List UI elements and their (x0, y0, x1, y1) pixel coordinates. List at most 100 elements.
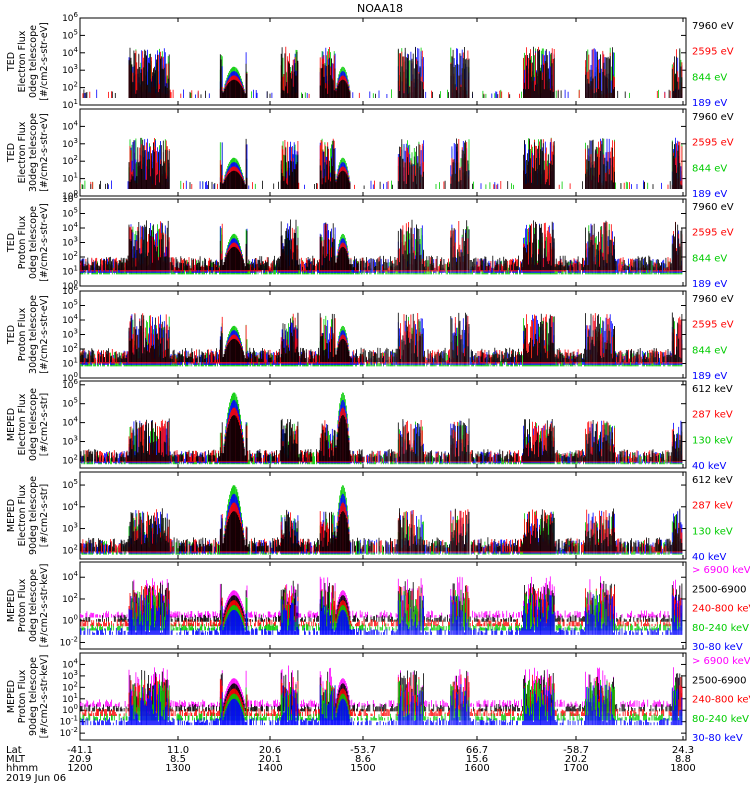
y-tick-label: 105 (62, 28, 78, 41)
series-magenta (80, 576, 683, 618)
y-tick-label: 106 (62, 11, 78, 24)
y-tick-label: 102 (62, 154, 78, 167)
x-tick-label-hhmm: 1400 (257, 763, 282, 774)
legend-entry: 287 keV (692, 501, 733, 512)
x-tick-label-lat: 20.6 (259, 745, 281, 756)
legend-entry: 40 keV (692, 461, 726, 472)
y-tick-label: 102 (62, 592, 78, 605)
y-tick-label: 10-2 (60, 726, 78, 739)
y-tick-label: 104 (62, 570, 78, 583)
panel-frame (79, 108, 687, 197)
legend-entry: 612 keV (692, 384, 733, 395)
legend-entry: 2595 eV (692, 228, 734, 239)
data-series (82, 46, 683, 98)
y-tick-label: 102 (62, 543, 78, 556)
y-tick-label: 100 (62, 189, 78, 202)
x-tick-label-mlt: 15.6 (466, 754, 488, 765)
legend-entry: 189 eV (692, 371, 727, 382)
y-tick-label: 103 (62, 63, 78, 76)
legend-entry: 7960 eV (692, 112, 734, 123)
y-tick-label: 102 (62, 81, 78, 94)
series-black (80, 508, 683, 552)
y-axis-label: TEDElectron Flux30deg telescope[#/cm2-s-… (6, 113, 50, 192)
legend-entry: 844 eV (692, 163, 727, 174)
panel-7: 10-2 100 102 104 MEPEDProton Flux0deg telesc… (6, 561, 750, 653)
date-label: 2019 Jun 06 (6, 773, 66, 784)
x-tick-label-hhmm: 1800 (670, 763, 695, 774)
legend-entry: 2595 eV (692, 320, 734, 331)
y-tick-label: 103 (62, 522, 78, 535)
legend-entry: 7960 eV (692, 294, 734, 305)
data-series (80, 576, 683, 635)
y-tick-label: 10-2 (60, 635, 78, 648)
legend-entry: 189 eV (692, 279, 727, 290)
legend-entry: 2500-6900 (692, 584, 747, 595)
legend-entry: 844 eV (692, 253, 727, 264)
y-tick-label: 104 (62, 313, 78, 326)
y-tick-label: 100 (62, 703, 78, 716)
y-tick-label: 105 (62, 299, 78, 312)
y-tick-label: 103 (62, 137, 78, 150)
legend-entry: > 6900 keV (692, 565, 750, 576)
x-tick-label-hhmm: 1200 (67, 763, 92, 774)
series-black (80, 219, 683, 271)
legend-entry: 2500-6900 (692, 675, 747, 686)
legend-entry: 40 keV (692, 552, 726, 563)
y-tick-label: 105 (62, 397, 78, 410)
y-tick-label: 105 (62, 207, 78, 220)
y-axis-label: TEDProton Flux0deg telescope[#/cm2-s-str… (6, 203, 50, 282)
legend-entry: 2595 eV (692, 47, 734, 58)
y-tick-label: 104 (62, 46, 78, 59)
y-axis-label: MEPEDProton Flux0deg telescope[#/cm2-s-s… (6, 564, 50, 648)
legend-entry: 844 eV (692, 72, 727, 83)
legend-entry: 80-240 keV (692, 714, 749, 725)
y-tick-label: 106 (62, 284, 78, 297)
y-axis-label: MEPEDElectron Flux90deg telescope[#/cm2-… (6, 476, 50, 555)
panel-frame (79, 652, 687, 741)
y-tick-label: 102 (62, 680, 78, 693)
y-tick-label: 104 (62, 500, 78, 513)
y-tick-label: 10-1 (60, 715, 78, 728)
x-tick-label-mlt: 20.1 (259, 754, 281, 765)
y-tick-label: 103 (62, 435, 78, 448)
data-series (80, 137, 683, 189)
y-tick-label: 102 (62, 250, 78, 263)
y-tick-label: 102 (62, 453, 78, 466)
panel-2: 100 101 102 103 104 TEDElectron Flux30deg tel… (6, 108, 734, 202)
x-row-label: Lat (6, 745, 22, 756)
x-tick-label-lat: -53.7 (350, 745, 376, 756)
panel-1: 101 102 103 104 105 106 TEDElectron Flux0deg t… (6, 11, 734, 111)
legend-entry: 7960 eV (692, 202, 734, 213)
x-row-label: hhmm (6, 763, 38, 774)
series-black (80, 415, 683, 462)
legend-entry: > 6900 keV (692, 656, 750, 667)
series-magenta (80, 665, 683, 707)
x-row-label: MLT (6, 754, 26, 765)
x-tick-label-lat: 11.0 (167, 745, 189, 756)
y-tick-label: 102 (62, 342, 78, 355)
x-tick-label-hhmm: 1700 (563, 763, 588, 774)
y-tick-label: 101 (62, 98, 78, 111)
panel-5: 102 103 104 105 106 MEPEDElectron Flux0deg te… (6, 378, 733, 472)
y-tick-label: 105 (62, 478, 78, 491)
legend-entry: 844 eV (692, 345, 727, 356)
panel-6: 102 103 104 105 MEPEDElectron Flux90deg tele… (6, 471, 733, 563)
legend-entry: 612 keV (692, 475, 733, 486)
x-tick-label-lat: 66.7 (466, 745, 488, 756)
legend-entry: 2595 eV (692, 138, 734, 149)
y-tick-label: 104 (62, 119, 78, 132)
y-axis-label: MEPEDElectron Flux0deg telescope[#/cm2-s… (6, 388, 50, 461)
x-tick-label-lat: -58.7 (563, 745, 589, 756)
series-blue (80, 684, 683, 726)
data-series (80, 312, 683, 367)
legend-entry: 287 keV (692, 410, 733, 421)
panel-frame (79, 380, 687, 469)
x-tick-label-lat: -41.1 (67, 745, 93, 756)
legend-entry: 7960 eV (692, 21, 734, 32)
y-axis-label: TEDElectron Flux0deg telescope[#/cm2-s-s… (6, 22, 50, 101)
x-tick-label-mlt: 8.5 (170, 754, 186, 765)
data-series (80, 219, 683, 275)
y-tick-label: 101 (62, 692, 78, 705)
series-red (80, 138, 683, 189)
